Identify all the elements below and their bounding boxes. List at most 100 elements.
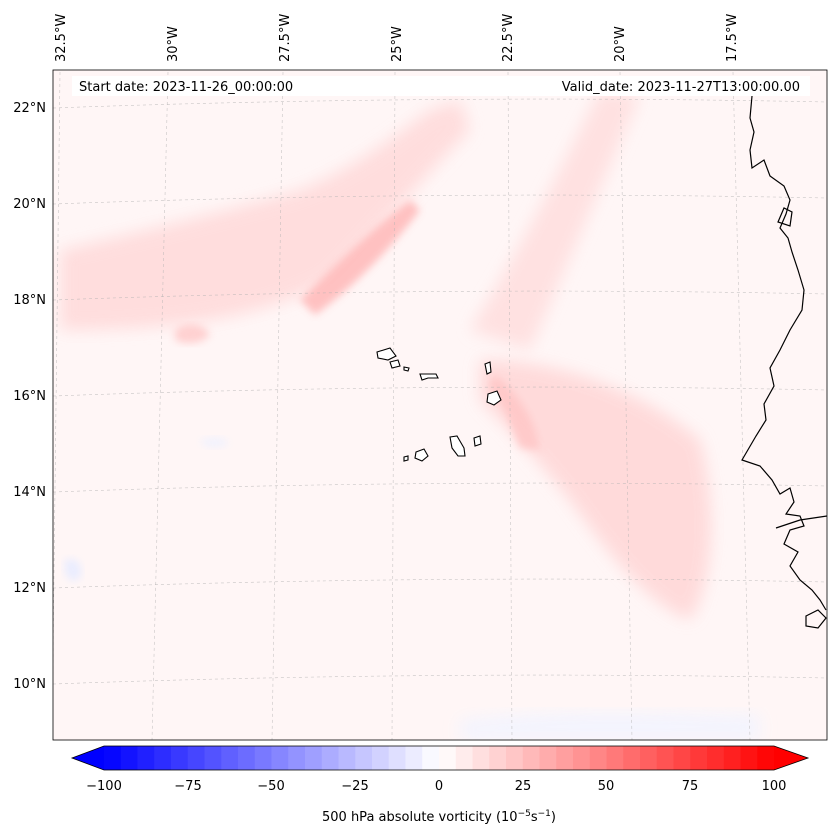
colorbar-outline (70, 745, 810, 771)
colorbar-segment (422, 746, 440, 770)
colorbar-tick-75: 75 (682, 779, 699, 794)
colorbar-label-exp2: −1 (538, 809, 551, 819)
colorbar-segment (221, 746, 239, 770)
latitude-labels: 22°N 20°N 18°N 16°N 14°N 12°N 10°N (13, 101, 46, 692)
lat-label-10n: 10°N (13, 677, 46, 692)
vorticity-plume-nw (60, 100, 470, 330)
island-santa-luzia (403, 366, 410, 372)
colorbar-segment (589, 746, 608, 770)
coast-gambia (775, 515, 827, 529)
graticule (53, 71, 827, 740)
colorbar-tick-neg25: −25 (341, 779, 368, 794)
colorbar-segment (757, 746, 775, 770)
colorbar-tick-0: 0 (435, 779, 443, 794)
colorbar-label-main: 500 hPa absolute vorticity (10 (322, 810, 518, 825)
colorbar-segment (673, 746, 691, 770)
colorbar-segment (204, 746, 222, 770)
lon-label-20w: 20°W (613, 26, 628, 62)
africa-coastline (741, 95, 827, 611)
colorbar-segment (154, 746, 172, 770)
coast-bissagos (805, 609, 827, 629)
colorbar-segment (104, 746, 122, 770)
lon-label-25w: 25°W (390, 26, 405, 62)
lat-label-12n: 12°N (13, 581, 46, 596)
lat-label-22n: 22°N (13, 101, 46, 116)
lon-label-22-5w: 22.5°W (501, 14, 516, 62)
colorbar-ticks: −100 −75 −50 −25 0 25 50 75 100 (86, 779, 786, 794)
island-santiago (449, 435, 466, 457)
colorbar: −100 −75 −50 −25 0 25 50 75 100 500 hPa … (70, 745, 810, 825)
longitude-labels: 32.5°W 30°W 27.5°W 25°W 22.5°W 20°W 17.5… (54, 14, 740, 62)
vorticity-spot-w (175, 324, 210, 344)
colorbar-label-exp1: −5 (518, 809, 531, 819)
vorticity-plume-se (480, 360, 711, 620)
colorbar-tick-50: 50 (598, 779, 615, 794)
colorbar-segment (137, 746, 155, 770)
colorbar-segment (455, 746, 474, 770)
colorbar-segment (690, 746, 708, 770)
colorbar-tick-100: 100 (762, 779, 787, 794)
colorbar-segment (606, 746, 624, 770)
valid-date-label: Valid_date: 2023-11-27T13:00:00.00 (562, 80, 800, 95)
colorbar-segment (740, 746, 758, 770)
colorbar-segment (372, 746, 390, 770)
colorbar-segment (405, 746, 423, 770)
colorbar-segment (573, 746, 591, 770)
colorbar-segment (355, 746, 373, 770)
cape-verde-islands (376, 347, 502, 462)
colorbar-segment (472, 746, 490, 770)
colorbar-segment (707, 746, 725, 770)
island-fogo (414, 448, 429, 462)
lon-label-32-5w: 32.5°W (54, 14, 69, 62)
vorticity-negative-2 (200, 437, 229, 448)
lon-label-27-5w: 27.5°W (278, 14, 293, 62)
colorbar-tick-neg100: −100 (86, 779, 122, 794)
colorbar-low-extend-arrow (72, 746, 104, 770)
island-sao-vicente (389, 359, 401, 369)
vorticity-field (53, 71, 827, 740)
colorbar-tick-25: 25 (515, 779, 532, 794)
colorbar-segment (321, 746, 340, 770)
map-frame (52, 69, 828, 741)
vorticity-band-strong (300, 200, 420, 315)
island-boa-vista (486, 390, 502, 406)
island-santo-antao (376, 347, 397, 361)
colorbar-segment (388, 746, 407, 770)
colorbar-high-extend-arrow (774, 746, 808, 770)
vorticity-band-east (470, 90, 640, 350)
colorbar-segment (539, 746, 557, 770)
vorticity-core-se (488, 375, 540, 450)
colorbar-segment (338, 746, 356, 770)
colorbar-tick-neg50: −50 (257, 779, 284, 794)
lon-label-30w: 30°W (166, 26, 181, 62)
colorbar-segment (288, 746, 306, 770)
island-maio (473, 435, 482, 447)
colorbar-label-end: ) (551, 810, 556, 825)
colorbar-segment (656, 746, 675, 770)
vorticity-negative-1 (64, 558, 82, 581)
start-date-label: Start date: 2023-11-26_00:00:00 (79, 80, 293, 95)
colorbar-segment (439, 746, 457, 770)
colorbar-segment (305, 746, 323, 770)
colorbar-segment (623, 746, 641, 770)
colorbar-label: 500 hPa absolute vorticity (10−5s−1) (322, 809, 556, 825)
colorbar-segment (254, 746, 273, 770)
island-sao-nicolau (419, 373, 439, 381)
vorticity-negative-3 (460, 712, 760, 740)
colorbar-segment (506, 746, 524, 770)
map-background (53, 70, 827, 740)
lat-label-18n: 18°N (13, 293, 46, 308)
lat-label-14n: 14°N (13, 485, 46, 500)
colorbar-segment (271, 746, 289, 770)
island-brava (403, 455, 409, 462)
colorbar-segments (104, 746, 775, 770)
lat-label-16n: 16°N (13, 389, 46, 404)
island-sal (484, 361, 492, 375)
colorbar-segment (120, 746, 139, 770)
header-strip (72, 76, 810, 96)
colorbar-segment (489, 746, 507, 770)
colorbar-segment (522, 746, 541, 770)
lat-label-20n: 20°N (13, 197, 46, 212)
colorbar-segment (187, 746, 206, 770)
